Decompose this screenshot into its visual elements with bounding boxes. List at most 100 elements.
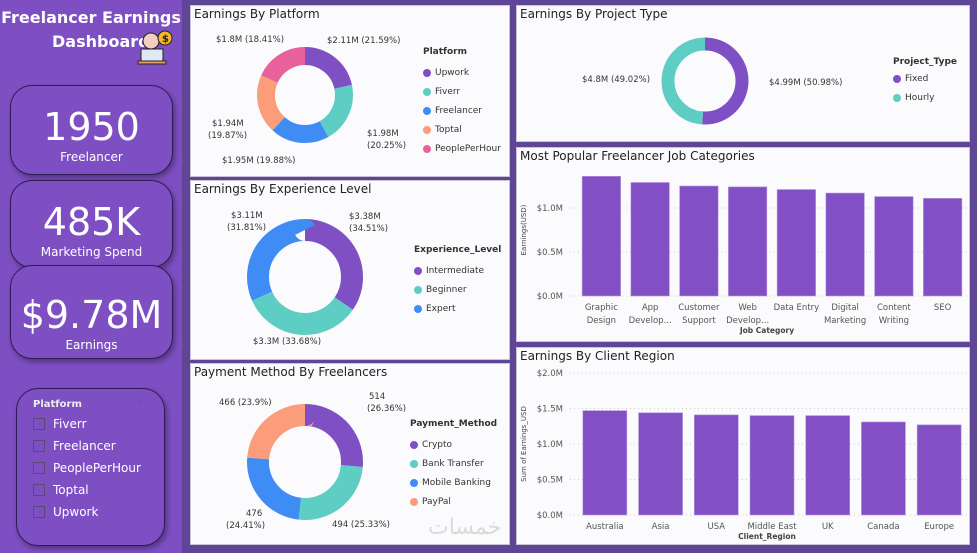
bar[interactable] [728,186,768,297]
slicer-item-freelancer[interactable]: Freelancer [33,439,116,453]
legend-item[interactable]: Freelancer [423,101,501,120]
bar[interactable] [679,185,719,297]
slice-label: (34.51%) [349,224,389,234]
legend-item[interactable]: PayPal [410,492,497,511]
slice-label: $3.3M (33.68%) [253,337,322,347]
slice-label: 466 (23.9%) [219,398,272,408]
bar[interactable] [582,410,628,516]
donut-slice-toptal[interactable] [257,47,353,143]
y-tick-label: $1.0M [537,204,563,214]
slice-label: $3.11M [231,211,263,221]
bar[interactable] [805,415,851,516]
bar[interactable] [916,424,962,516]
legend-item[interactable]: Fiverr [423,82,501,101]
slice-label: (20.25%) [367,141,407,151]
slicer-item-peopleperhour[interactable]: PeoplePerHour [33,461,141,475]
x-tick-label: UK [822,522,834,532]
legend-item[interactable]: Hourly [893,88,957,107]
legend-label: Beginner [426,284,467,295]
x-tick-label: Develop... [726,316,769,326]
project-donut-panel: Earnings By Project Type $4.99M (50.98%)… [516,5,970,142]
legend-item[interactable]: Upwork [423,63,501,82]
slicer-item-fiverr[interactable]: Fiverr [33,417,87,431]
platform-donut [257,47,353,143]
legend-item[interactable]: Bank Transfer [410,454,497,473]
slice-label: (31.81%) [227,223,267,233]
client-region-chart: $0.0M $0.5M $1.0M $1.5M $2.0M Australia Asia US… [520,369,967,541]
x-tick-label: Develop... [629,316,672,326]
slice-label: $1.95M (19.88%) [222,156,296,166]
donut-slice-paypal[interactable] [247,404,363,520]
donut-slice-bank-transfer[interactable] [247,404,363,520]
legend-item[interactable]: Beginner [414,280,501,299]
checkbox[interactable] [33,506,45,518]
legend-title: Experience_Level [414,245,502,255]
bar[interactable] [638,412,683,516]
job-categories-bar-panel: Most Popular Freelancer Job Categories $… [516,147,970,342]
bar[interactable] [874,196,914,297]
checkbox[interactable] [33,484,45,496]
donut-slice-beginner[interactable] [247,219,363,335]
panel-title: Earnings By Platform [194,7,320,21]
bar[interactable] [749,415,795,516]
bar[interactable] [861,421,906,516]
legend-item[interactable]: Fixed [893,69,957,88]
kpi-label: Earnings [65,338,118,352]
legend-title: Project_Type [893,57,958,67]
checkbox[interactable] [33,418,45,430]
legend-label: Hourly [905,92,935,103]
donut-slice-mobile-banking[interactable] [247,404,363,520]
experience-legend: Experience_Level Intermediate Beginner E… [414,245,501,318]
donut-slice-expert[interactable] [247,219,363,335]
legend-item[interactable]: Intermediate [414,261,501,280]
x-tick-label: Support [682,316,716,326]
x-tick-label: Web [738,303,757,313]
x-tick-label: Content [877,303,911,313]
legend-item[interactable]: PeoplePerHour [423,139,501,158]
bar[interactable] [923,198,963,297]
slicer-item-upwork[interactable]: Upwork [33,505,98,519]
bar[interactable] [776,189,816,297]
checkbox[interactable] [33,462,45,474]
slicer-item-label: Upwork [53,505,99,519]
slicer-item-toptal[interactable]: Toptal [33,483,89,497]
legend-title: Platform [423,47,467,57]
donut-slice-freelancer[interactable] [257,47,353,143]
legend-label: Fixed [905,73,929,84]
donut-slice-hourly[interactable] [661,37,749,125]
x-axis-title: Job Category [739,326,794,335]
sidebar: Freelancer Earnings Dashboard $ 1950 Fre… [0,0,182,553]
bar[interactable] [630,182,670,297]
legend-label: Freelancer [435,105,483,116]
slice-label: 494 (25.33%) [332,520,390,530]
slice-label: $2.11M (21.59%) [327,36,401,46]
payment-legend: Payment_Method Crypto Bank Transfer Mobi… [410,419,497,511]
legend-title: Payment_Method [410,419,498,429]
dashboard-title: Freelancer Earnings Dashboard [0,6,182,54]
y-tick-label: $2.0M [537,369,563,379]
x-tick-label: Writing [879,316,909,326]
panel-title: Payment Method By Freelancers [194,365,388,379]
bar[interactable] [581,176,621,297]
kpi-label: Marketing Spend [40,245,143,259]
slice-label: (24.41%) [226,521,266,531]
legend-item[interactable]: Expert [414,299,501,318]
x-tick-label: Canada [867,522,899,532]
bar[interactable] [825,192,865,297]
legend-item[interactable]: Crypto [410,435,497,454]
client-region-bar-panel: Earnings By Client Region $0.0M $0.5M $1.0… [516,347,970,545]
bar[interactable] [693,414,739,516]
panel-title: Most Popular Freelancer Job Categories [520,149,755,163]
checkbox[interactable] [33,440,45,452]
slice-label: $1.94M [212,119,244,129]
legend-item[interactable]: Mobile Banking [410,473,497,492]
chevron-down-icon[interactable]: ⌄ [135,395,144,406]
donut-slice-fiverr[interactable] [257,47,353,143]
panel-title: Earnings By Experience Level [194,182,372,196]
y-tick-label: $0.5M [537,248,563,258]
donut-slice-peopleperhour[interactable] [257,47,353,143]
kpi-card-earnings: $9.78M Earnings [10,265,173,359]
y-tick-label: $0.5M [537,476,563,486]
legend-item[interactable]: Toptal [423,120,501,139]
x-tick-label: Design [587,316,616,326]
